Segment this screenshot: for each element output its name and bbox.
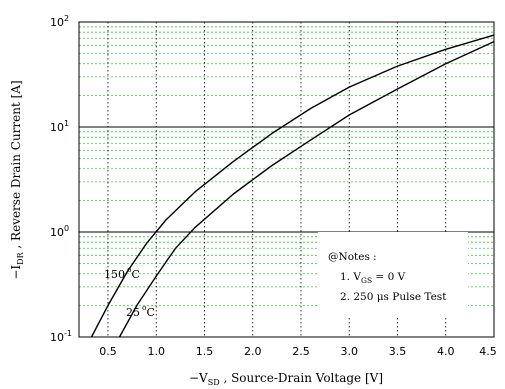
notes-box: @Notes : 1. VGS = 0 V 2. 250 μs Pulse Te… <box>318 232 468 317</box>
plot-frame <box>78 21 495 338</box>
series-line-150c <box>90 34 495 338</box>
x-tick-label: 1.0 <box>147 345 165 358</box>
y-tick-label: 102 <box>50 14 69 29</box>
y-tick-label: 10-1 <box>50 329 72 344</box>
y-tick-label: 101 <box>50 119 69 134</box>
y-tick-label: 100 <box>50 224 69 239</box>
x-tick-label: 0.5 <box>99 345 117 358</box>
major-grid <box>79 22 494 337</box>
y-tick-labels: 10-1 100 101 102 <box>50 14 72 344</box>
curve-labels: 150 oC 25 oC <box>104 265 155 319</box>
x-tick-label: 2.0 <box>244 345 262 358</box>
x-tick-label: 4.0 <box>437 345 455 358</box>
y-axis-label: −IDR , Reverse Drain Current [A] <box>9 80 25 279</box>
x-axis-label: −VSD , Source-Drain Voltage [V] <box>189 371 383 387</box>
x-tick-label: 4.5 <box>479 345 497 358</box>
series-line-25c <box>118 40 495 338</box>
x-tick-label: 2.5 <box>292 345 310 358</box>
label-25c: 25 oC <box>126 303 155 319</box>
x-tick-label: 3.0 <box>340 345 358 358</box>
x-tick-label: 1.5 <box>196 345 214 358</box>
notes-title: @Notes : <box>328 251 377 263</box>
x-tick-label: 3.5 <box>389 345 407 358</box>
curves <box>90 34 495 338</box>
notes-line-1: 1. VGS = 0 V <box>340 271 406 285</box>
label-150c: 150 oC <box>104 265 140 281</box>
notes-background <box>318 232 468 317</box>
notes-line-2: 2. 250 μs Pulse Test <box>340 291 447 303</box>
x-tick-labels: 0.5 1.0 1.5 2.0 2.5 3.0 3.5 4.0 4.5 <box>99 345 497 358</box>
